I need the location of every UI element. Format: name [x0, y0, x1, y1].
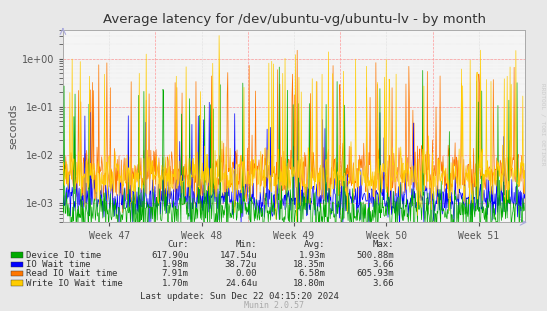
Text: 3.66: 3.66 — [373, 279, 394, 287]
Text: 3.66: 3.66 — [373, 260, 394, 269]
Text: 1.93m: 1.93m — [299, 251, 325, 259]
Text: 38.72u: 38.72u — [225, 260, 257, 269]
Text: 605.93m: 605.93m — [356, 269, 394, 278]
Text: Device IO time: Device IO time — [26, 251, 102, 259]
Text: RRDTOOL / TOBI OETIKER: RRDTOOL / TOBI OETIKER — [540, 83, 545, 166]
Text: 147.54u: 147.54u — [219, 251, 257, 259]
Text: 500.88m: 500.88m — [356, 251, 394, 259]
Text: 24.64u: 24.64u — [225, 279, 257, 287]
Text: 617.90u: 617.90u — [151, 251, 189, 259]
Y-axis label: seconds: seconds — [9, 103, 19, 149]
Text: Last update: Sun Dec 22 04:15:20 2024: Last update: Sun Dec 22 04:15:20 2024 — [140, 292, 339, 300]
Text: 0.00: 0.00 — [236, 269, 257, 278]
Text: IO Wait time: IO Wait time — [26, 260, 91, 269]
Text: Max:: Max: — [373, 240, 394, 248]
Text: 18.80m: 18.80m — [293, 279, 325, 287]
Text: Read IO Wait time: Read IO Wait time — [26, 269, 118, 278]
Text: Avg:: Avg: — [304, 240, 325, 248]
Text: Cur:: Cur: — [167, 240, 189, 248]
Text: 1.70m: 1.70m — [162, 279, 189, 287]
Text: 7.91m: 7.91m — [162, 269, 189, 278]
Text: Munin 2.0.57: Munin 2.0.57 — [243, 301, 304, 310]
Text: Write IO Wait time: Write IO Wait time — [26, 279, 123, 287]
Text: 18.35m: 18.35m — [293, 260, 325, 269]
Text: 1.98m: 1.98m — [162, 260, 189, 269]
Text: Min:: Min: — [236, 240, 257, 248]
Text: 6.58m: 6.58m — [299, 269, 325, 278]
Title: Average latency for /dev/ubuntu-vg/ubuntu-lv - by month: Average latency for /dev/ubuntu-vg/ubunt… — [102, 13, 486, 26]
